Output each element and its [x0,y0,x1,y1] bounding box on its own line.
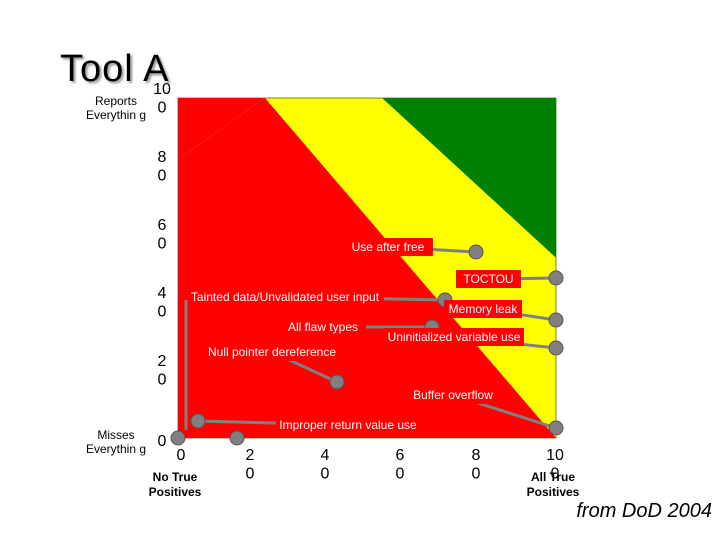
point-label: Buffer overflow [413,388,493,402]
x-tick-label-line: 0 [321,465,330,482]
x-tick-label-line: 0 [246,465,255,482]
label-bg [280,318,366,336]
data-point [468,244,484,260]
y-tick-label: 0 [158,433,167,450]
x-tick-label-line: 2 [246,447,255,464]
y-tick-label-line: 8 [158,149,167,166]
x-tick-label-line: 8 [472,447,481,464]
region-green [382,98,556,258]
x-tick-label: 0 [177,447,186,464]
data-point [548,420,564,436]
point-label: Improper return value use [279,418,417,432]
point-label: All flaw types [288,320,358,334]
point-label: Tainted data/Unvalidated user input [191,290,380,304]
x-right-caption: All True Positives [526,470,580,499]
data-point [170,430,186,446]
point-label: Null pointer dereference [208,345,336,359]
x-left-caption: No True Positives [148,470,202,499]
y-tick-label-line: 0 [158,167,167,184]
label-bg [186,288,384,306]
y-tick-label-line: 0 [158,433,167,450]
data-point [229,430,245,446]
x-tick-label-line: 10 [546,447,564,464]
label-bg [276,416,420,434]
y-bottom-label: Misses Everythin g [85,428,147,456]
label-bg [198,343,346,361]
y-tick-label-line: 6 [158,217,167,234]
y-tick-label-line: 0 [158,99,167,116]
x-tick-label-line: 0 [396,465,405,482]
x-tick-label-line: 6 [396,447,405,464]
y-tick-label-line: 0 [158,235,167,252]
data-point [190,413,206,429]
label-bg [456,270,521,288]
data-point [548,312,564,328]
label-bg [444,300,522,318]
x-tick-label-line: 0 [472,465,481,482]
y-top-label: Reports Everythin g [85,94,147,122]
x-tick-label-line: 4 [321,447,330,464]
label-bg [408,386,498,404]
y-tick-label-line: 0 [158,303,167,320]
label-bg [343,238,433,256]
y-tick-label: 10 0 [153,81,171,116]
y-tick-label-line: 2 [158,353,167,370]
page-title: Tool A [60,48,170,90]
point-label: TOCTOU [463,272,513,286]
label-bg [384,328,524,346]
x-tick-label: 10 0 [546,447,564,482]
data-point [329,374,345,390]
y-tick-label-line: 0 [158,371,167,388]
y-tick-label-line: 4 [158,285,167,302]
region-red-top [178,98,265,160]
source-note: from DoD 2004 [576,500,712,522]
y-tick-label-line: 10 [153,81,171,98]
point-label: Memory leak [449,302,519,316]
x-tick-label-line: 0 [177,447,186,464]
data-point [548,340,564,356]
x-tick-label-line: 0 [551,465,560,482]
point-label: Use after free [352,240,425,254]
data-point [548,270,564,286]
point-label: Uninitialized variable use [388,330,521,344]
